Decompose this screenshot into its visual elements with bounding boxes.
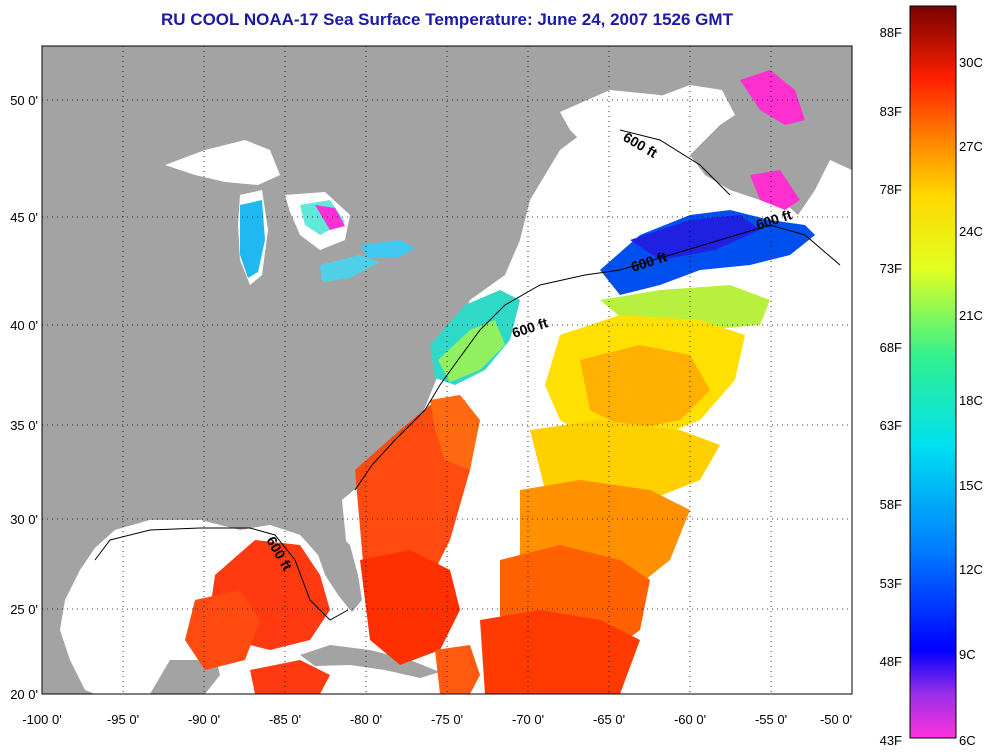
sst-data-layer bbox=[185, 70, 815, 694]
colorbar-f-label: 63F bbox=[880, 418, 902, 433]
lon-tick-label: -80 0' bbox=[350, 712, 382, 727]
colorbar-c-label: 15C bbox=[959, 478, 983, 493]
colorbar-celsius-labels: 30C 27C 24C 21C 18C 15C 12C 9C 6C bbox=[959, 55, 983, 748]
colorbar-f-label: 43F bbox=[880, 733, 902, 748]
colorbar-f-label: 48F bbox=[880, 654, 902, 669]
lon-tick-label: -70 0' bbox=[512, 712, 544, 727]
florida-land bbox=[318, 535, 362, 612]
colorbar-c-label: 21C bbox=[959, 308, 983, 323]
colorbar-c-label: 27C bbox=[959, 139, 983, 154]
lat-tick-label: 35 0' bbox=[10, 418, 38, 433]
lon-tick-label: -60 0' bbox=[674, 712, 706, 727]
lon-tick-label: -55 0' bbox=[755, 712, 787, 727]
lon-tick-label: -50 0' bbox=[820, 712, 852, 727]
isobath-600ft-gulf bbox=[94, 527, 349, 621]
lon-tick-label: -100 0' bbox=[22, 712, 61, 727]
map-title: RU COOL NOAA-17 Sea Surface Temperature:… bbox=[161, 10, 733, 29]
colorbar-c-label: 30C bbox=[959, 55, 983, 70]
longitude-axis: -100 0' -95 0' -90 0' -85 0' -80 0' -75 … bbox=[22, 712, 852, 727]
isobath-600ft-laurentian bbox=[619, 129, 731, 196]
colorbar-f-label: 88F bbox=[880, 25, 902, 40]
colorbar-f-label: 58F bbox=[880, 497, 902, 512]
colorbar-c-label: 9C bbox=[959, 647, 976, 662]
colorbar-f-label: 83F bbox=[880, 104, 902, 119]
graticule bbox=[42, 46, 852, 694]
colorbar-c-label: 12C bbox=[959, 562, 983, 577]
colorbar-f-label: 73F bbox=[880, 261, 902, 276]
lon-tick-label: -65 0' bbox=[593, 712, 625, 727]
colorbar-f-label: 78F bbox=[880, 182, 902, 197]
lon-tick-label: -75 0' bbox=[431, 712, 463, 727]
lon-tick-label: -85 0' bbox=[269, 712, 301, 727]
lat-tick-label: 40 0' bbox=[10, 318, 38, 333]
cuba-land bbox=[300, 645, 440, 678]
colorbar-f-label: 68F bbox=[880, 340, 902, 355]
colorbar-fahrenheit-labels: 88F 83F 78F 73F 68F 63F 58F 53F 48F 43F bbox=[880, 25, 902, 748]
colorbar-c-label: 6C bbox=[959, 733, 976, 748]
isobath-600ft-atlantic bbox=[354, 224, 841, 491]
colorbar-c-label: 24C bbox=[959, 224, 983, 239]
map-frame bbox=[41, 45, 853, 695]
lat-tick-label: 50 0' bbox=[10, 93, 38, 108]
colorbar-c-label: 18C bbox=[959, 393, 983, 408]
gulf-of-maine bbox=[520, 222, 640, 300]
lon-tick-label: -90 0' bbox=[188, 712, 220, 727]
latitude-axis: 50 0' 45 0' 40 0' 35 0' 30 0' 25 0' 20 0… bbox=[10, 93, 38, 702]
colorbar bbox=[909, 5, 957, 739]
colorbar-f-label: 53F bbox=[880, 576, 902, 591]
gulf-of-st-lawrence bbox=[560, 90, 705, 165]
lon-tick-label: -95 0' bbox=[107, 712, 139, 727]
lake-superior bbox=[165, 140, 280, 185]
lat-tick-label: 25 0' bbox=[10, 602, 38, 617]
lat-tick-label: 20 0' bbox=[10, 687, 38, 702]
lat-tick-label: 30 0' bbox=[10, 512, 38, 527]
lat-tick-label: 45 0' bbox=[10, 210, 38, 225]
